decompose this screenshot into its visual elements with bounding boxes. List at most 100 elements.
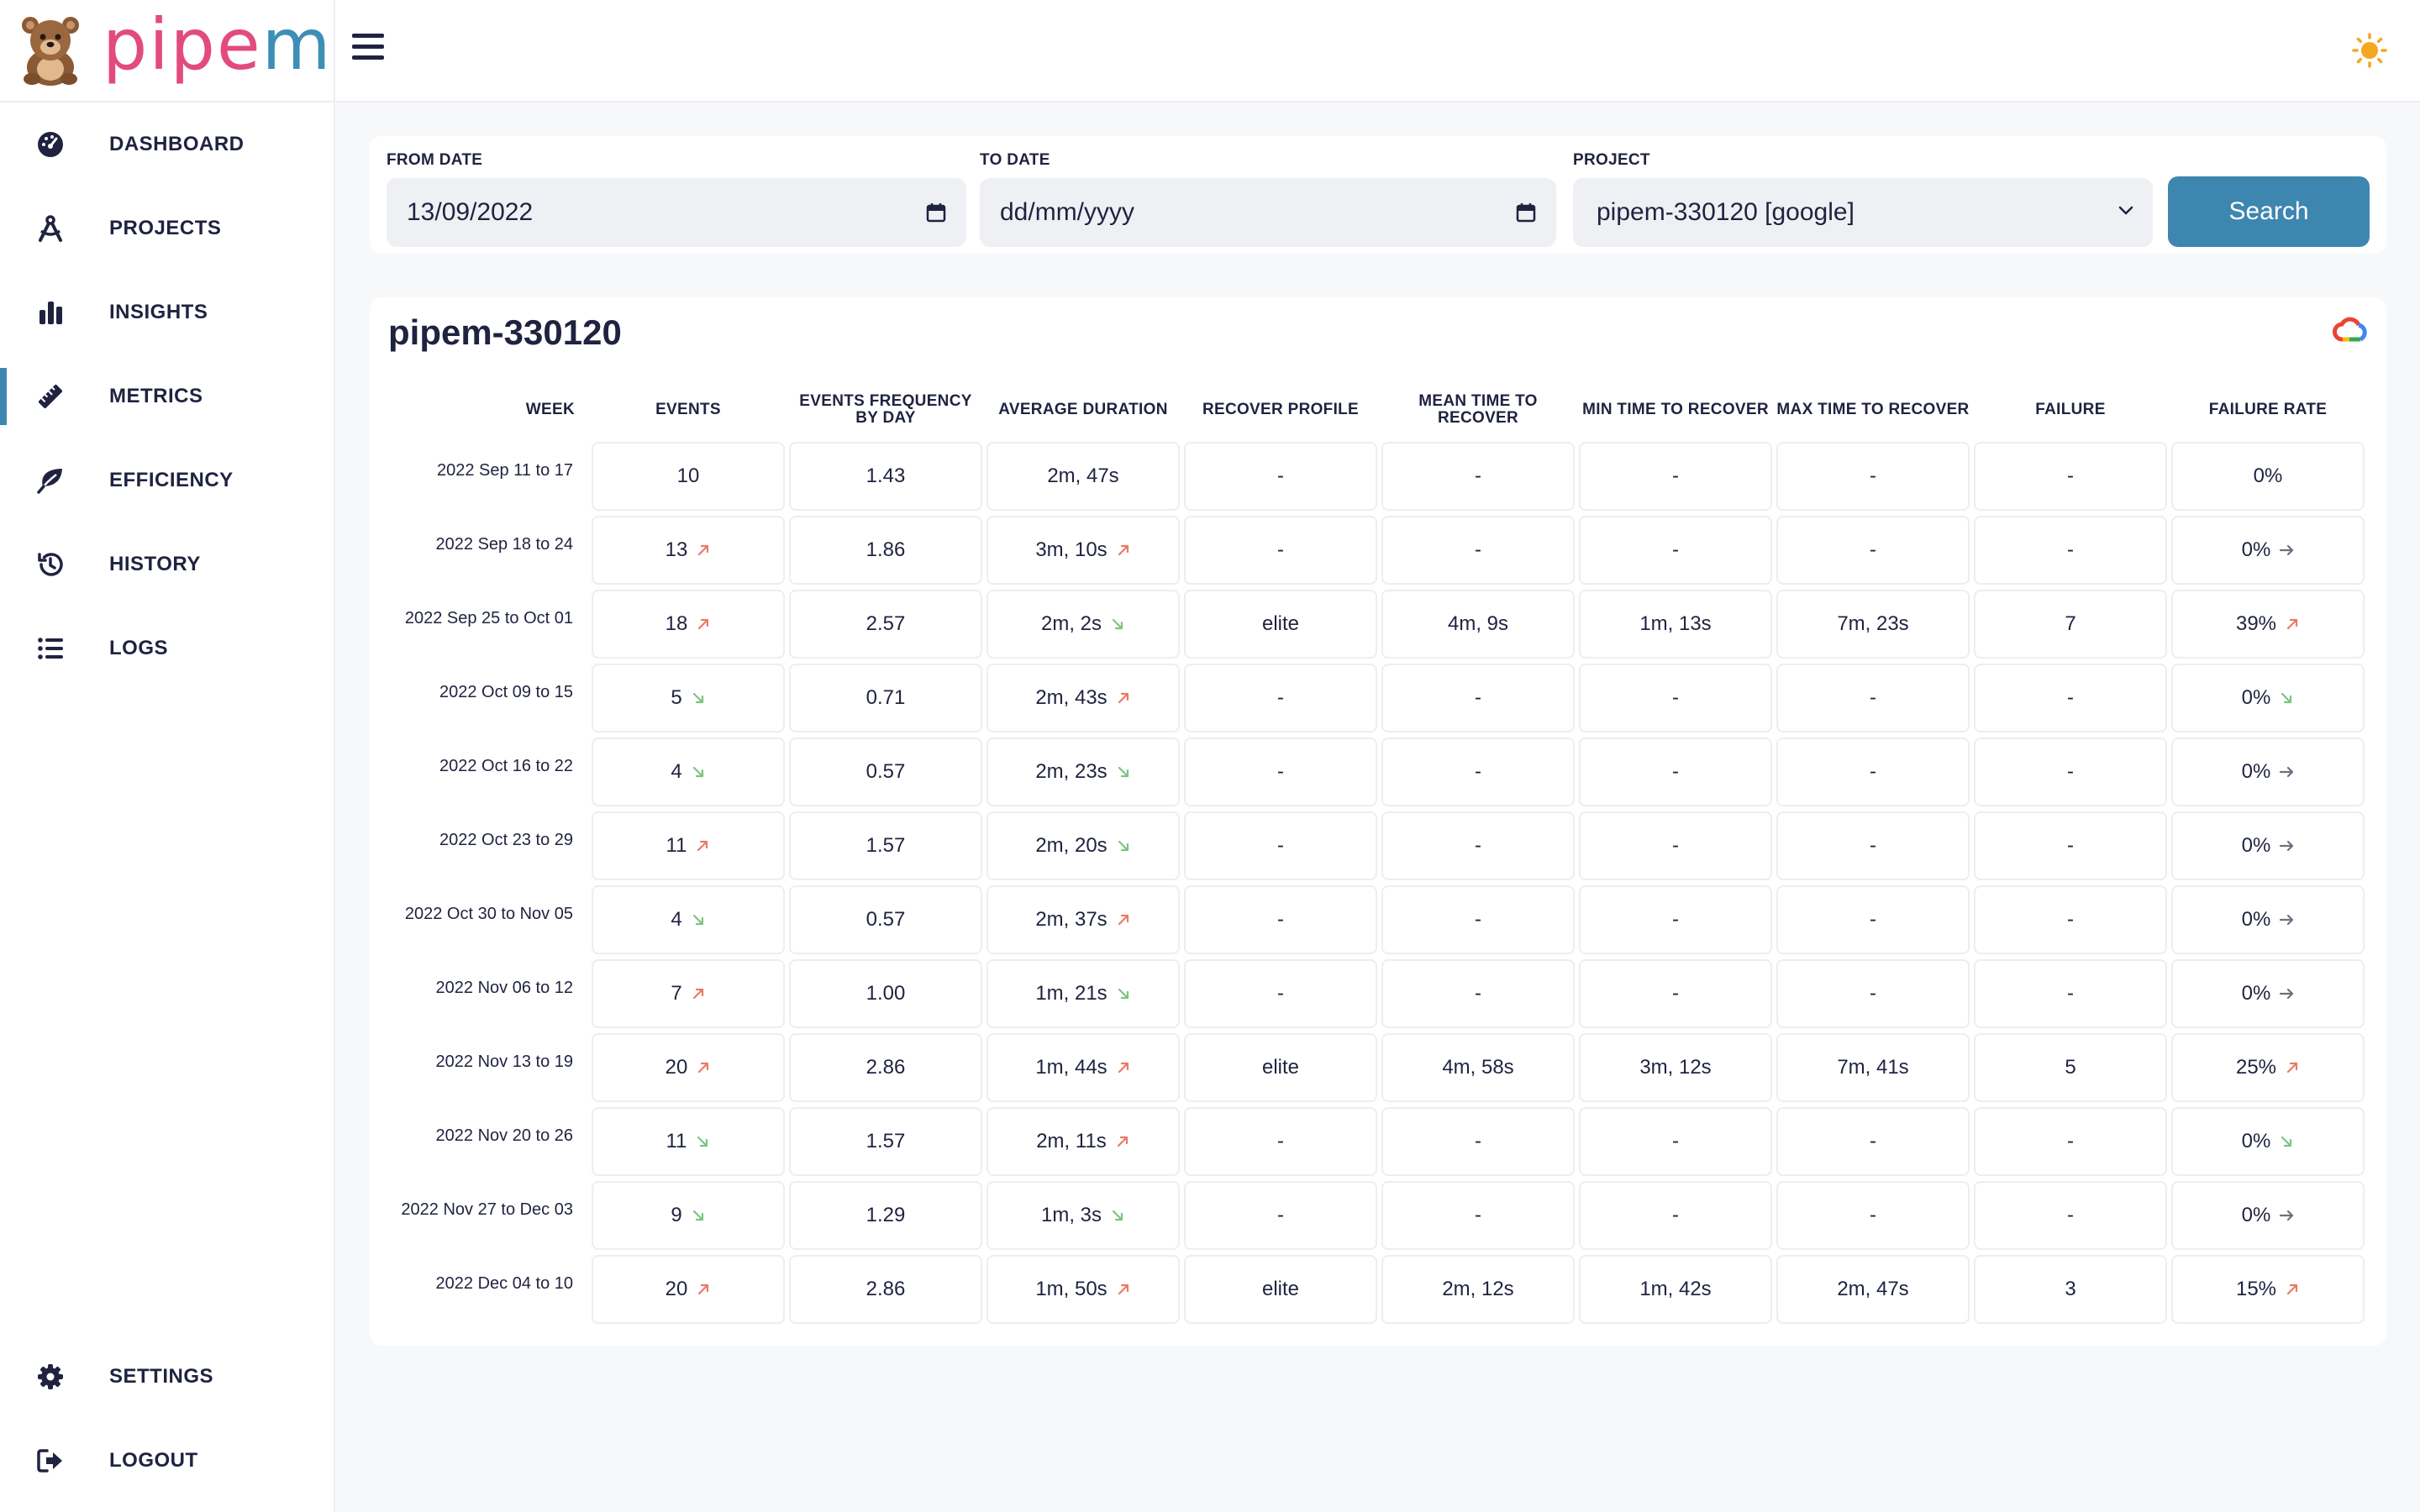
min-time-to-recover-cell-value: 1m, 42s	[1639, 1278, 1712, 1300]
recover-profile-cell-value: -	[1277, 1130, 1284, 1152]
sidebar-item-settings[interactable]: SETTINGS	[0, 1335, 334, 1419]
trend-up-icon	[1118, 544, 1128, 556]
mean-time-to-recover-cell: -	[1381, 1107, 1575, 1176]
trend-up-icon	[698, 1062, 709, 1074]
failure-rate-cell: 0%	[2171, 959, 2365, 1028]
failure-cell: -	[1974, 885, 2167, 954]
failure-cell: -	[1974, 516, 2167, 585]
sidebar-item-logs[interactable]: LOGS	[0, 606, 334, 690]
header-failure: FAILURE	[2035, 401, 2106, 418]
failure-rate-cell: 25%	[2171, 1033, 2365, 1102]
failure-rate-cell: 0%	[2171, 1181, 2365, 1250]
max-time-to-recover-cell: -	[1776, 442, 1970, 511]
header-min-time-to-recover: MIN TIME TO RECOVER	[1582, 401, 1769, 418]
sidebar-item-efficiency[interactable]: EFFICIENCY	[0, 438, 334, 522]
brand[interactable]: pipem	[0, 0, 334, 102]
sidebar-item-insights[interactable]: INSIGHTS	[0, 270, 334, 354]
sidebar-item-label: METRICS	[109, 385, 203, 407]
trend-up-icon	[2286, 1062, 2298, 1074]
min-time-to-recover-cell-value: -	[1672, 834, 1679, 857]
trend-down-icon	[2281, 1136, 2292, 1147]
average-duration-cell: 2m, 43s	[986, 664, 1180, 732]
trend-down-icon	[1112, 618, 1123, 630]
events-frequency-cell: 2.57	[789, 590, 982, 659]
menu-toggle-icon[interactable]	[352, 34, 384, 66]
mean-time-to-recover-cell: 4m, 9s	[1381, 590, 1575, 659]
week-cell: 2022 Sep 25 to Oct 01	[404, 608, 573, 627]
events-frequency-cell: 2.86	[789, 1255, 982, 1324]
failure-cell-value: -	[2067, 760, 2074, 783]
min-time-to-recover-cell: 1m, 42s	[1579, 1255, 1772, 1324]
failure-rate-cell: 0%	[2171, 811, 2365, 880]
failure-cell: -	[1974, 811, 2167, 880]
sidebar-item-logout[interactable]: LOGOUT	[0, 1419, 334, 1503]
failure-rate-cell-value: 0%	[2241, 686, 2271, 709]
sidebar-item-label: SETTINGS	[109, 1365, 214, 1388]
week-cell: 2022 Oct 30 to Nov 05	[404, 904, 573, 923]
failure-rate-cell-value: 15%	[2235, 1278, 2277, 1300]
max-time-to-recover-cell: -	[1776, 885, 1970, 954]
failure-cell: -	[1974, 1107, 2167, 1176]
week-cell: 2022 Nov 27 to Dec 03	[401, 1200, 573, 1219]
mean-time-to-recover-cell: -	[1381, 664, 1575, 732]
to-date-input[interactable]: dd/mm/yyyy	[980, 178, 1556, 247]
trend-down-icon	[1118, 840, 1128, 852]
events-cell: 11	[592, 1107, 785, 1176]
average-duration-cell: 3m, 10s	[986, 516, 1180, 585]
min-time-to-recover-cell-value: 1m, 13s	[1639, 612, 1712, 635]
mean-time-to-recover-cell-value: -	[1475, 686, 1481, 709]
mean-time-to-recover-cell: 2m, 12s	[1381, 1255, 1575, 1324]
events-cell-value: 4	[671, 908, 682, 931]
average-duration-cell-value: 1m, 3s	[1040, 1204, 1102, 1226]
failure-rate-cell-value: 39%	[2235, 612, 2277, 635]
average-duration-cell: 1m, 21s	[986, 959, 1180, 1028]
min-time-to-recover-cell-value: 3m, 12s	[1639, 1056, 1712, 1079]
trend-down-icon	[2281, 692, 2292, 704]
from-date-input[interactable]: 13/09/2022	[387, 178, 966, 247]
sidebar-item-metrics[interactable]: METRICS	[0, 354, 334, 438]
events-frequency-cell: 1.43	[789, 442, 982, 511]
recover-profile-cell: -	[1184, 959, 1377, 1028]
max-time-to-recover-cell: -	[1776, 516, 1970, 585]
calendar-icon[interactable]	[926, 202, 946, 223]
max-time-to-recover-cell: -	[1776, 811, 1970, 880]
list-icon	[34, 632, 67, 665]
failure-cell-value: -	[2067, 908, 2074, 931]
week-cell: 2022 Oct 16 to 22	[439, 756, 573, 775]
failure-cell-value: -	[2067, 686, 2074, 709]
sidebar-item-projects[interactable]: PROJECTS	[0, 186, 334, 270]
average-duration-cell-value: 2m, 23s	[1035, 760, 1107, 783]
average-duration-cell-value: 2m, 37s	[1035, 908, 1107, 931]
events-cell-value: 9	[671, 1204, 682, 1226]
project-select-value: pipem-330120 [google]	[1597, 198, 1854, 226]
mean-time-to-recover-cell-value: -	[1475, 982, 1481, 1005]
from-date-field: FROM DATE 13/09/2022	[387, 151, 966, 247]
logout-icon	[34, 1444, 67, 1478]
average-duration-cell-value: 2m, 43s	[1035, 686, 1107, 709]
header-recover-profile: RECOVER PROFILE	[1202, 401, 1360, 418]
recover-profile-cell-value: -	[1277, 1204, 1284, 1226]
failure-cell-value: 5	[2065, 1056, 2076, 1079]
max-time-to-recover-cell-value: -	[1870, 686, 1876, 709]
theme-toggle-sun-icon[interactable]	[2351, 32, 2388, 69]
project-select[interactable]: pipem-330120 [google]	[1573, 178, 2153, 247]
calendar-icon[interactable]	[1516, 202, 1536, 223]
average-duration-cell: 2m, 20s	[986, 811, 1180, 880]
failure-cell-value: -	[2067, 538, 2074, 561]
recover-profile-cell: -	[1184, 442, 1377, 511]
sidebar-item-dashboard[interactable]: DASHBOARD	[0, 102, 334, 186]
min-time-to-recover-cell-value: -	[1672, 686, 1679, 709]
average-duration-cell: 1m, 50s	[986, 1255, 1180, 1324]
sidebar-item-label: HISTORY	[109, 553, 201, 575]
max-time-to-recover-cell: -	[1776, 959, 1970, 1028]
average-duration-cell-value: 2m, 20s	[1035, 834, 1107, 857]
events-frequency-cell-value: 1.43	[865, 465, 906, 487]
events-frequency-cell: 0.71	[789, 664, 982, 732]
max-time-to-recover-cell: 7m, 23s	[1776, 590, 1970, 659]
min-time-to-recover-cell: -	[1579, 738, 1772, 806]
mean-time-to-recover-cell-value: 4m, 9s	[1447, 612, 1509, 635]
average-duration-cell: 1m, 3s	[986, 1181, 1180, 1250]
sidebar-item-history[interactable]: HISTORY	[0, 522, 334, 606]
recover-profile-cell: -	[1184, 885, 1377, 954]
search-button[interactable]: Search	[2168, 176, 2370, 247]
